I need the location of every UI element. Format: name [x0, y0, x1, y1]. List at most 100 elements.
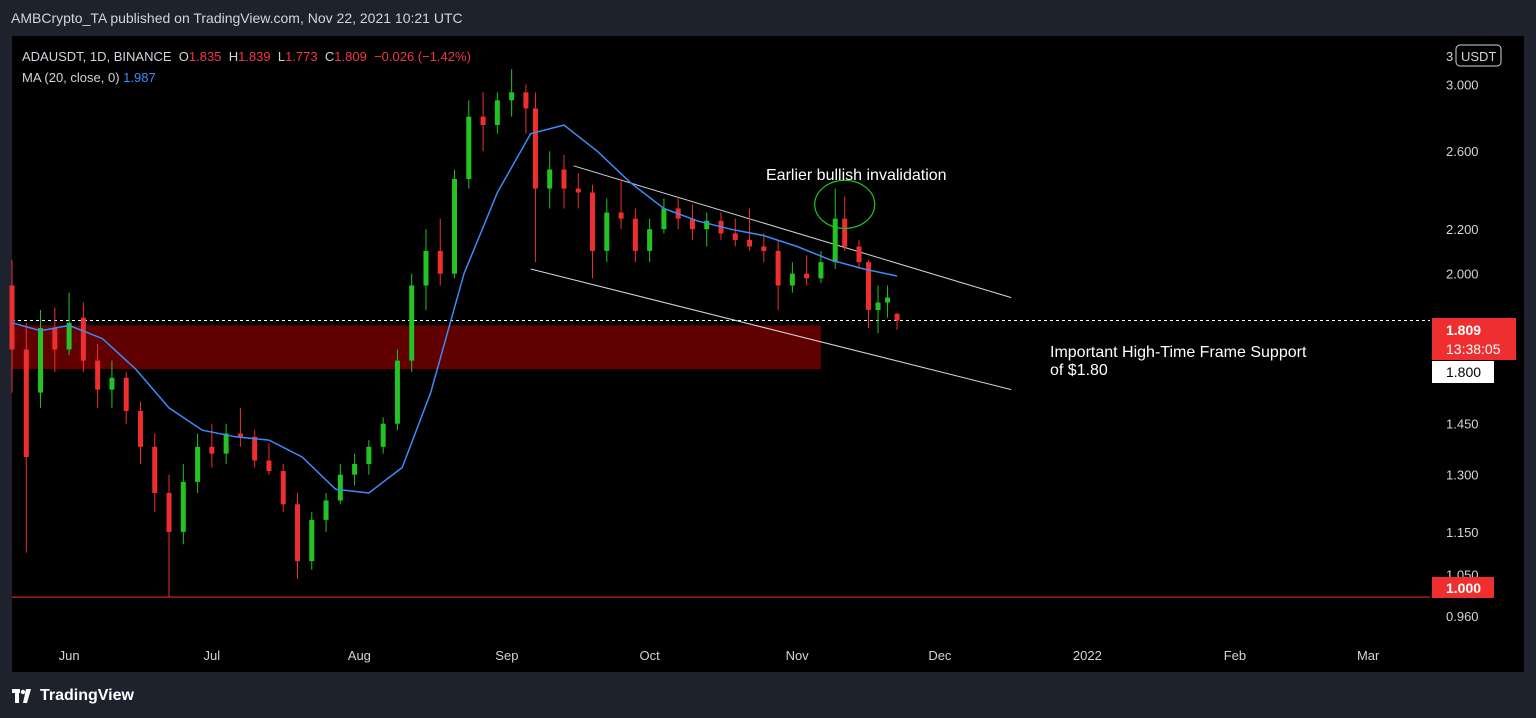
annotation-support-line1: Important High-Time Frame Support [1050, 344, 1307, 361]
x-tick-label: Sep [495, 648, 518, 663]
y-tick-label: 0.960 [1446, 609, 1479, 624]
candle-body [38, 328, 44, 393]
candle [280, 464, 286, 513]
candle-body [842, 218, 848, 247]
candle [866, 259, 872, 329]
candle [352, 453, 358, 486]
x-tick-label: Feb [1224, 648, 1246, 663]
y-tick-label: 2.600 [1446, 144, 1479, 159]
candle-body [775, 250, 781, 286]
candle-body [409, 285, 415, 361]
ma-row: MA (20, close, 0) 1.987 [22, 67, 471, 88]
candle [509, 69, 515, 117]
candle [561, 154, 567, 209]
candle-body [804, 273, 810, 279]
candle [9, 259, 15, 393]
horizontal-lines-layer [12, 320, 1430, 598]
candle [747, 208, 753, 251]
candle [689, 204, 695, 240]
candle-body [352, 464, 358, 475]
candle-body [532, 108, 538, 189]
candle-body [394, 360, 400, 424]
candle-body [95, 360, 101, 390]
candle-body [137, 411, 143, 447]
candle-body [152, 446, 158, 493]
candle-body [704, 220, 710, 230]
candle-body [818, 262, 824, 279]
candle-body [9, 285, 15, 350]
candle [647, 218, 653, 263]
y-tick-label: 2.200 [1446, 222, 1479, 237]
tradingview-logo[interactable]: TradingView [12, 685, 134, 707]
candle [875, 285, 881, 334]
candle-body [494, 100, 500, 126]
y-tick-label: 1.150 [1446, 525, 1479, 540]
x-tick-label: Jul [204, 648, 221, 663]
candle-body [575, 188, 581, 193]
candle-body [509, 92, 515, 101]
ohlc-row: ADAUSDT, 1D, BINANCE O1.835 H1.839 L1.77… [22, 46, 471, 67]
candle [123, 371, 129, 424]
candle-body [875, 302, 881, 311]
candle [480, 92, 486, 152]
channel-layer [530, 165, 1012, 391]
price-labels-layer: 3 USDT 1.809 13:38:05 1.800 1.000 [1432, 44, 1516, 598]
annotation-bullish-invalidation: Earlier bullish invalidation [766, 167, 947, 184]
x-tick-label: Mar [1357, 648, 1380, 663]
candle [466, 100, 472, 189]
candle-body [180, 481, 186, 532]
candle-body [590, 192, 596, 251]
candle-body [661, 208, 667, 230]
candle-body [109, 377, 115, 390]
candle [842, 196, 848, 251]
open-label: O [178, 49, 189, 64]
currency-badge[interactable]: USDT [1461, 49, 1496, 64]
candle [295, 492, 301, 579]
candle-body [266, 460, 272, 472]
candle [137, 401, 143, 465]
last-price-label: 1.809 [1446, 322, 1481, 338]
symbol-label: ADAUSDT, 1D, BINANCE [22, 49, 172, 64]
candle [856, 239, 862, 270]
level-1800-label: 1.800 [1446, 364, 1481, 380]
candle-body [423, 250, 429, 286]
open-value: 1.835 [188, 49, 222, 64]
candle [618, 178, 624, 230]
support-zone-layer [12, 325, 821, 370]
x-tick-label: Nov [786, 648, 810, 663]
level-1000-badge [1432, 577, 1494, 598]
candle-body [480, 116, 486, 126]
candle [494, 92, 500, 134]
candle [80, 302, 86, 372]
low-value: 1.773 [285, 49, 318, 64]
chart-legend: ADAUSDT, 1D, BINANCE O1.835 H1.839 L1.77… [22, 46, 471, 88]
channel-lower-line [530, 268, 1012, 391]
close-value: 1.809 [334, 49, 367, 64]
candle [732, 218, 738, 247]
publisher-bar: AMBCrypto_TA published on TradingView.co… [0, 0, 1536, 36]
candle [575, 173, 581, 209]
candle-body [632, 218, 638, 251]
candle [590, 184, 596, 279]
currency-badge-box[interactable] [1455, 44, 1502, 67]
candle [309, 512, 315, 570]
y-tick-label: 2.000 [1446, 267, 1479, 282]
close-label: C [324, 49, 335, 64]
candle-body [209, 446, 215, 454]
candle [66, 292, 72, 356]
candle-body [309, 519, 315, 562]
candle-body [166, 492, 172, 532]
candle [152, 433, 158, 513]
candle-body [366, 446, 372, 465]
candle-body [885, 297, 891, 303]
change-value: −0.026 (−1.42%) [374, 49, 471, 64]
tradingview-brand: TradingView [40, 687, 134, 704]
candle [804, 255, 810, 286]
candle [604, 198, 610, 263]
countdown-label: 13:38:05 [1446, 341, 1501, 357]
candle [323, 492, 329, 532]
candle [209, 423, 215, 468]
candle-body [761, 246, 767, 251]
candle-body [452, 178, 458, 274]
